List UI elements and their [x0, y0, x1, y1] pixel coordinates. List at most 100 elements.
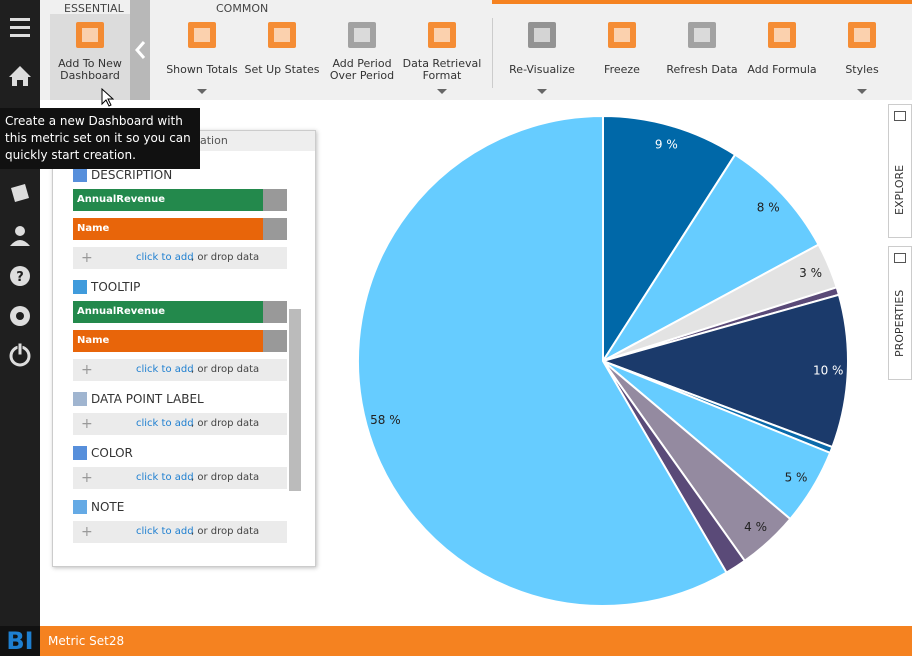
- add-suffix: , or drop data: [191, 526, 260, 537]
- button-label: Over Period: [329, 69, 395, 82]
- button-label: Data Retrieval: [402, 57, 482, 70]
- remove-field[interactable]: [263, 189, 287, 211]
- tooltip: Create a new Dashboard with this metric …: [0, 108, 200, 169]
- remove-field[interactable]: [263, 330, 287, 352]
- add-row: + click to add, or drop data: [73, 247, 287, 269]
- section-label: ESSENTIAL: [64, 2, 124, 15]
- arrow: [437, 89, 447, 94]
- data-label: 8 %: [757, 201, 780, 215]
- collapse-button[interactable]: [130, 0, 150, 100]
- section-title: DATA POINT LABEL: [91, 392, 204, 406]
- svg-text:?: ?: [16, 270, 24, 285]
- add-suffix: , or drop data: [191, 252, 260, 263]
- data-label: 3 %: [799, 266, 822, 280]
- button-label: Set Up States: [244, 63, 320, 76]
- button-label: Format: [422, 69, 462, 82]
- section-icon: [73, 446, 87, 460]
- section-icon: [73, 500, 87, 514]
- footer: BI Metric Set28: [0, 626, 912, 656]
- add-row: + click to add, or drop data: [73, 359, 287, 381]
- section-icon: [73, 168, 87, 182]
- button-icon: [188, 22, 216, 48]
- toolbar-button[interactable]: Refresh Data: [662, 18, 742, 98]
- logo: BI: [0, 626, 40, 656]
- section-title: TOOLTIP: [91, 280, 141, 294]
- dropdown-arrow: [857, 89, 867, 94]
- toolbar-button[interactable]: Data Retrieval Format: [402, 18, 482, 98]
- toolbar-button[interactable]: Re-Visualize: [502, 18, 582, 98]
- field-chip[interactable]: Name: [73, 330, 263, 352]
- pie-slice: [600, 153, 820, 364]
- scrollbar: [289, 309, 301, 491]
- remove-field[interactable]: [263, 218, 287, 240]
- toolbar-button[interactable]: Add Formula: [742, 18, 822, 98]
- arrow: [537, 89, 547, 94]
- section-title: COLOR: [91, 446, 133, 460]
- footer-title: Metric Set28: [48, 634, 125, 648]
- toolbar-button[interactable]: Add To New Dashboard: [50, 18, 130, 98]
- add-link[interactable]: click to add: [136, 252, 194, 263]
- button-icon: [268, 22, 296, 48]
- icon-detail: [614, 28, 630, 42]
- icon-detail: [354, 28, 370, 42]
- tab-label: PROPERTIES: [893, 289, 906, 357]
- dropdown-arrow: [437, 89, 447, 94]
- add-icon: +: [81, 524, 93, 540]
- dropdown-arrow: [197, 89, 207, 94]
- button-icon: [608, 22, 636, 48]
- accent-strip: [492, 0, 912, 4]
- toolbar-button[interactable]: Add Period Over Period: [322, 18, 402, 98]
- toolbar-button[interactable]: Styles: [822, 18, 902, 98]
- field-chip[interactable]: AnnualRevenue: [73, 189, 263, 211]
- add-link[interactable]: click to add: [136, 526, 194, 537]
- add-row: + click to add, or drop data: [73, 467, 287, 489]
- add-row: + click to add, or drop data: [73, 413, 287, 435]
- icon-detail: [534, 28, 550, 42]
- button-icon: [688, 22, 716, 48]
- toolbar-button[interactable]: Shown Totals: [162, 18, 242, 98]
- button-icon: [428, 22, 456, 48]
- icon-detail: [434, 28, 450, 42]
- add-link[interactable]: click to add: [136, 472, 194, 483]
- remove-field[interactable]: [263, 301, 287, 323]
- icon-detail: [82, 28, 98, 42]
- button-label: Freeze: [604, 63, 640, 76]
- add-icon: +: [81, 416, 93, 432]
- add-link[interactable]: click to add: [136, 364, 194, 375]
- section-title: NOTE: [91, 500, 125, 514]
- field-chip[interactable]: AnnualRevenue: [73, 301, 263, 323]
- cursor: [101, 88, 114, 107]
- button-icon: [848, 22, 876, 48]
- properties-tab[interactable]: PROPERTIES: [888, 246, 912, 380]
- sidebar-icons: ?: [9, 18, 31, 367]
- add-icon: +: [81, 470, 93, 486]
- section-label: COMMON: [216, 2, 269, 15]
- button-icon: [76, 22, 104, 48]
- toolbar-button[interactable]: Set Up States: [242, 18, 322, 98]
- add-suffix: , or drop data: [191, 364, 260, 375]
- add-row: + click to add, or drop data: [73, 521, 287, 543]
- explore-tab[interactable]: EXPLORE: [888, 104, 912, 238]
- data-label: 5 %: [785, 470, 808, 484]
- toolbar-button[interactable]: Freeze: [582, 18, 662, 98]
- field-chip[interactable]: Name: [73, 218, 263, 240]
- pie-chart: 9 % 8 % 3 % 10 % 5 % 4 % 58 %: [357, 114, 849, 607]
- button-label: Add Formula: [747, 63, 817, 76]
- add-icon: +: [81, 362, 93, 378]
- add-link[interactable]: click to add: [136, 418, 194, 429]
- toolbar: [40, 0, 912, 100]
- icon-detail: [194, 28, 210, 42]
- section-icon: [73, 280, 87, 294]
- data-panel: ation DESCRIPTION AnnualRevenue Name + click …: [52, 130, 316, 567]
- icon-detail: [774, 28, 790, 42]
- icon-detail: [854, 28, 870, 42]
- pie-slice: [602, 114, 737, 365]
- arrow: [197, 89, 207, 94]
- button-label: Re-Visualize: [509, 63, 575, 76]
- add-suffix: , or drop data: [191, 418, 260, 429]
- icon-detail: [694, 28, 710, 42]
- section-icon: [73, 392, 87, 406]
- data-label: 10 %: [813, 364, 844, 378]
- button-label: Shown Totals: [166, 63, 238, 76]
